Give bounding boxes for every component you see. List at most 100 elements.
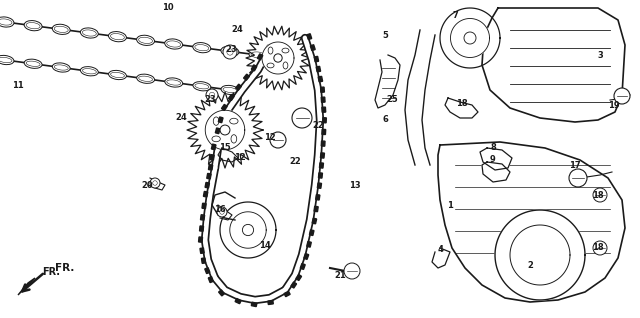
Text: 20: 20 [141, 181, 153, 190]
Text: 16: 16 [214, 205, 226, 215]
Polygon shape [312, 218, 317, 224]
Ellipse shape [0, 17, 14, 27]
Polygon shape [316, 66, 321, 72]
Polygon shape [236, 84, 241, 90]
Text: 23: 23 [204, 95, 216, 105]
Polygon shape [291, 282, 296, 288]
Polygon shape [198, 237, 202, 242]
Polygon shape [321, 153, 324, 158]
Ellipse shape [109, 31, 126, 42]
Ellipse shape [24, 21, 42, 31]
Polygon shape [323, 118, 326, 123]
Polygon shape [321, 141, 325, 146]
Polygon shape [207, 173, 211, 179]
Polygon shape [252, 65, 257, 71]
Circle shape [209, 92, 214, 98]
Text: 1: 1 [447, 201, 453, 210]
Polygon shape [221, 104, 227, 110]
Polygon shape [319, 173, 323, 178]
Polygon shape [215, 128, 220, 134]
Polygon shape [252, 302, 257, 307]
Ellipse shape [212, 136, 220, 142]
Circle shape [220, 210, 224, 214]
Polygon shape [208, 277, 213, 283]
Ellipse shape [164, 39, 182, 49]
Polygon shape [204, 191, 208, 197]
Ellipse shape [0, 55, 14, 65]
Text: 23: 23 [225, 45, 237, 54]
Polygon shape [321, 97, 325, 102]
Ellipse shape [249, 50, 267, 60]
Polygon shape [318, 76, 323, 82]
Polygon shape [200, 226, 204, 231]
Polygon shape [451, 18, 490, 58]
Polygon shape [202, 203, 206, 209]
Polygon shape [205, 183, 209, 188]
Polygon shape [268, 301, 273, 305]
Text: FR.: FR. [55, 263, 74, 273]
Polygon shape [219, 290, 225, 296]
Circle shape [614, 88, 630, 104]
Polygon shape [202, 258, 205, 263]
Ellipse shape [230, 118, 238, 124]
Text: 6: 6 [382, 115, 388, 125]
Ellipse shape [52, 24, 70, 34]
Polygon shape [18, 278, 35, 295]
Polygon shape [296, 274, 301, 280]
Text: 10: 10 [162, 3, 174, 12]
Polygon shape [482, 162, 510, 182]
Text: 18: 18 [592, 190, 604, 199]
Polygon shape [309, 230, 314, 236]
Polygon shape [316, 195, 320, 200]
Circle shape [464, 32, 476, 44]
Ellipse shape [24, 59, 42, 68]
Ellipse shape [193, 43, 211, 53]
Polygon shape [244, 74, 250, 80]
Ellipse shape [81, 67, 99, 76]
Text: 21: 21 [334, 271, 346, 280]
Polygon shape [307, 241, 311, 247]
Ellipse shape [231, 135, 237, 143]
Polygon shape [246, 26, 310, 90]
Text: 3: 3 [597, 51, 603, 59]
Polygon shape [284, 291, 290, 297]
Text: FR.: FR. [42, 267, 60, 277]
Ellipse shape [81, 28, 99, 38]
Circle shape [223, 45, 237, 59]
Text: 14: 14 [259, 240, 271, 250]
Text: 17: 17 [569, 161, 581, 169]
Circle shape [227, 49, 233, 55]
Polygon shape [321, 87, 324, 92]
Polygon shape [200, 215, 205, 220]
Circle shape [593, 241, 607, 255]
Polygon shape [211, 144, 216, 150]
Polygon shape [262, 42, 294, 74]
Ellipse shape [109, 70, 127, 80]
Ellipse shape [137, 74, 155, 83]
Text: 22: 22 [312, 121, 324, 129]
Text: 18: 18 [456, 99, 468, 107]
Polygon shape [228, 94, 234, 100]
Ellipse shape [165, 78, 182, 87]
Text: 24: 24 [175, 114, 187, 122]
Polygon shape [482, 8, 625, 122]
Polygon shape [432, 248, 450, 268]
Circle shape [243, 225, 253, 236]
Ellipse shape [221, 46, 239, 56]
Text: 8: 8 [490, 143, 496, 153]
Polygon shape [445, 98, 478, 118]
Polygon shape [307, 34, 312, 39]
Text: 2: 2 [527, 260, 533, 269]
Circle shape [220, 125, 230, 135]
Ellipse shape [267, 63, 274, 68]
Polygon shape [310, 45, 315, 51]
Polygon shape [314, 206, 318, 212]
Circle shape [217, 207, 227, 217]
Circle shape [593, 188, 607, 202]
Polygon shape [230, 212, 266, 248]
Polygon shape [200, 248, 204, 253]
Text: 12: 12 [234, 154, 246, 162]
Ellipse shape [283, 62, 288, 69]
Ellipse shape [52, 63, 70, 72]
Text: 12: 12 [264, 134, 276, 142]
